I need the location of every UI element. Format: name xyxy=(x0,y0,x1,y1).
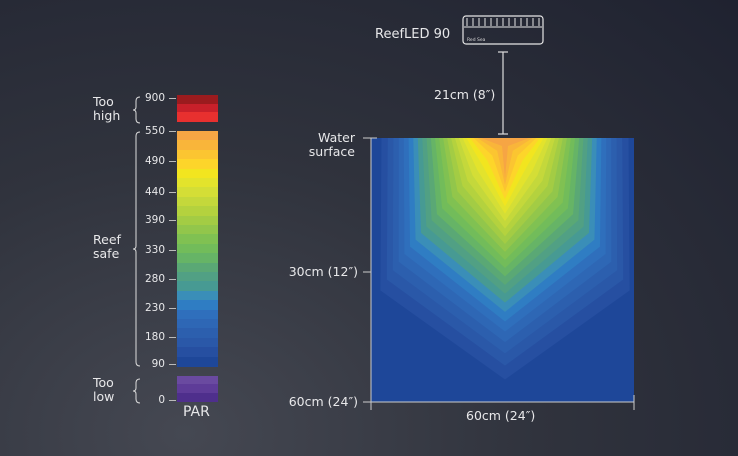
par-color-band xyxy=(177,337,218,348)
zone-label-too-high: Too high xyxy=(93,94,121,123)
par-color-band xyxy=(177,103,218,113)
par-contour xyxy=(481,138,529,178)
par-tick-label: 490 xyxy=(144,155,165,167)
par-color-band xyxy=(177,347,218,358)
par-tick-mark xyxy=(169,98,176,99)
par-tick-mark xyxy=(169,131,176,132)
width-60cm-label: 60cm (24″) xyxy=(466,408,536,423)
par-tick-mark xyxy=(169,250,176,251)
par-tick-mark xyxy=(169,161,176,162)
par-color-band xyxy=(177,225,218,235)
par-color-band xyxy=(177,178,218,188)
par-color-band xyxy=(177,253,218,264)
par-color-band xyxy=(177,243,218,254)
par-tick-mark xyxy=(169,308,176,309)
par-color-band xyxy=(177,234,218,245)
par-tick-label: 550 xyxy=(144,125,165,137)
par-tick-label: 900 xyxy=(144,92,165,104)
par-color-band xyxy=(177,149,218,160)
par-color-band xyxy=(177,168,218,179)
par-color-band xyxy=(177,159,218,170)
par-color-band xyxy=(177,319,218,329)
par-tick-label: 230 xyxy=(144,302,165,314)
par-color-band xyxy=(177,112,218,122)
par-tick-mark xyxy=(169,337,176,338)
par-color-band xyxy=(177,95,218,105)
par-tick-label: 0 xyxy=(158,394,165,406)
par-color-band xyxy=(177,300,218,311)
par-color-band xyxy=(177,140,218,151)
par-heatmap xyxy=(371,138,634,402)
par-color-band xyxy=(177,328,218,339)
zone-label-reef-safe: Reef safe xyxy=(93,232,121,261)
par-color-band xyxy=(177,356,218,367)
par-color-band xyxy=(177,196,218,207)
par-unit-label: PAR xyxy=(183,404,210,420)
depth-30cm-label: 30cm (12″) xyxy=(288,264,358,279)
par-tick-label: 330 xyxy=(144,244,165,256)
par-tick-mark xyxy=(169,400,176,401)
par-color-band xyxy=(177,262,218,273)
par-color-band xyxy=(177,187,218,198)
par-color-band xyxy=(177,376,218,385)
par-color-band xyxy=(177,309,218,320)
par-color-band xyxy=(177,206,218,217)
par-color-band xyxy=(177,215,218,226)
par-tick-mark xyxy=(169,364,176,365)
par-tick-label: 180 xyxy=(144,331,165,343)
fixture-height-label: 21cm (8″) xyxy=(434,87,496,102)
par-tick-label: 440 xyxy=(144,186,165,198)
par-tick-label: 390 xyxy=(144,214,165,226)
fixture-name: ReefLED 90 xyxy=(375,27,451,42)
bracket-reef-safe xyxy=(132,131,141,367)
par-color-band xyxy=(177,290,218,301)
par-color-band xyxy=(177,272,218,282)
par-color-band xyxy=(177,384,218,394)
par-color-band xyxy=(177,281,218,292)
par-tick-mark xyxy=(169,192,176,193)
depth-60cm-label: 60cm (24″) xyxy=(288,394,358,409)
water-surface-label: Water surface xyxy=(308,130,355,159)
zone-label-too-low: Too low xyxy=(93,375,115,404)
par-tick-label: 90 xyxy=(151,358,165,370)
par-color-band xyxy=(177,392,218,402)
bracket-too-high xyxy=(132,96,141,124)
reefled-fixture-icon: Red Sea xyxy=(462,15,544,45)
par-tick-mark xyxy=(169,220,176,221)
par-tick-mark xyxy=(169,279,176,280)
bracket-too-low xyxy=(132,378,141,404)
par-tick-label: 280 xyxy=(144,273,165,285)
par-color-band xyxy=(177,131,218,141)
fixture-logo: Red Sea xyxy=(467,37,486,43)
